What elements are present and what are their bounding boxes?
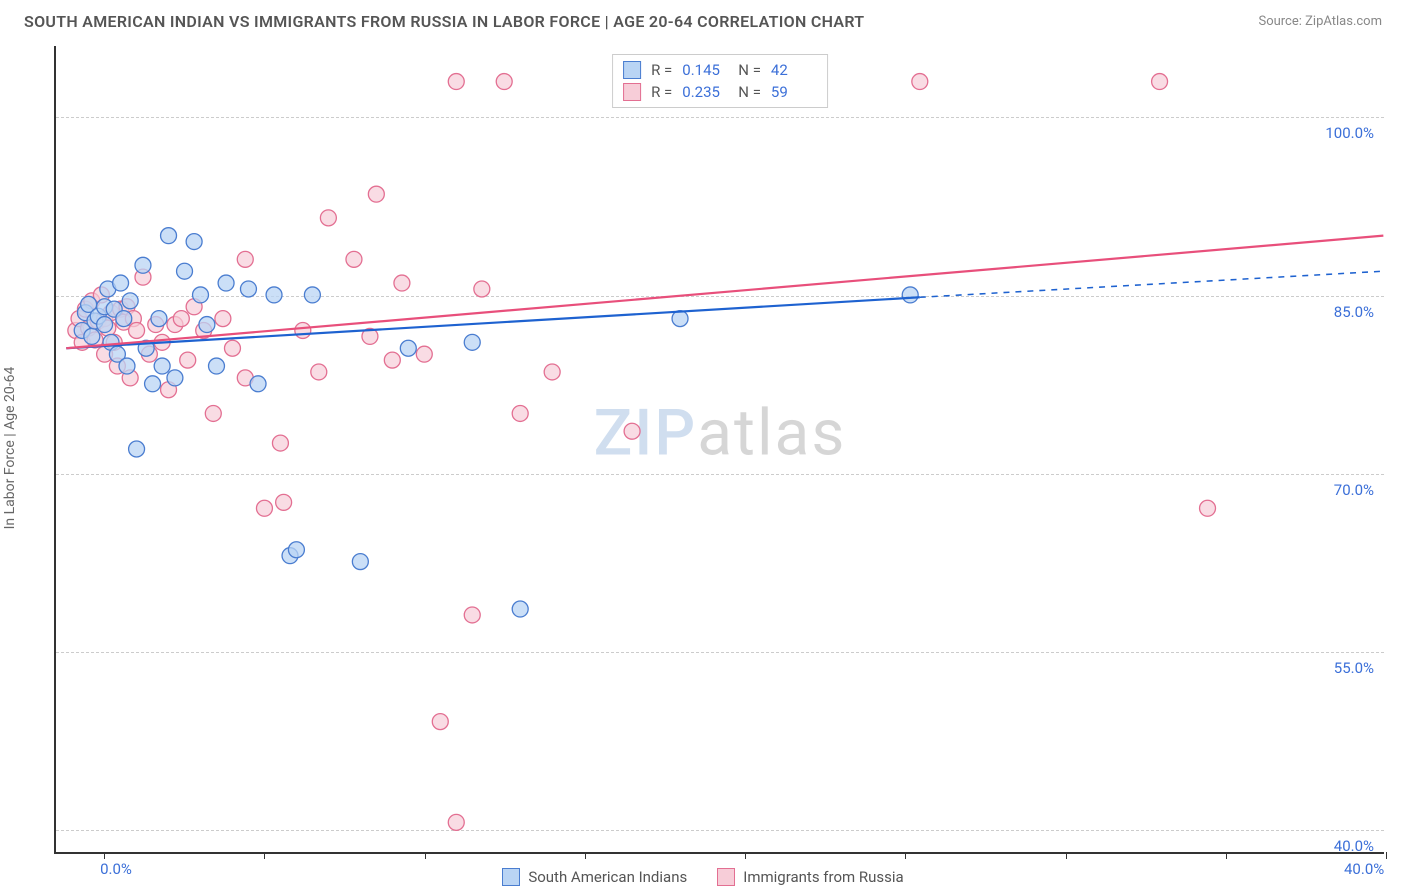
legend-series-label: Immigrants from Russia <box>743 868 903 886</box>
chart-title: SOUTH AMERICAN INDIAN VS IMMIGRANTS FROM… <box>24 12 864 31</box>
legend-item: Immigrants from Russia <box>717 868 903 886</box>
legend-r-label: R = <box>651 83 672 101</box>
x-tick <box>1066 852 1067 859</box>
source-label: Source: ZipAtlas.com <box>1258 14 1382 29</box>
x-tick <box>1226 852 1227 859</box>
legend-swatch <box>717 868 735 886</box>
series-legend: South American Indians Immigrants from Ru… <box>0 868 1406 886</box>
x-tick <box>425 852 426 859</box>
legend-row: R = 0.145 N = 42 <box>623 59 817 81</box>
regression-lines <box>56 46 1384 852</box>
legend-r-value: 0.145 <box>682 61 728 79</box>
x-tick <box>745 852 746 859</box>
regression-line-extension <box>920 271 1384 297</box>
legend-swatch <box>623 61 641 79</box>
y-axis-label: In Labor Force | Age 20-64 <box>2 367 18 530</box>
legend-r-label: R = <box>651 61 672 79</box>
legend-n-label: N = <box>738 61 761 79</box>
legend-swatch <box>502 868 520 886</box>
chart-area: ZIPatlas R =0.145N =42R =0.235N =59 40.0… <box>54 46 1384 854</box>
x-tick <box>1386 852 1387 859</box>
plot-region: ZIPatlas R =0.145N =42R =0.235N =59 40.0… <box>54 46 1384 854</box>
regression-line <box>66 297 920 348</box>
legend-n-value: 59 <box>771 83 817 101</box>
legend-series-label: South American Indians <box>528 868 687 886</box>
legend-r-value: 0.235 <box>682 83 728 101</box>
legend-n-label: N = <box>738 83 761 101</box>
legend-item: South American Indians <box>502 868 687 886</box>
regression-line <box>66 236 1383 349</box>
x-tick <box>905 852 906 859</box>
legend-row: R = 0.235 N = 59 <box>623 81 817 103</box>
x-tick <box>104 852 105 859</box>
legend-swatch <box>623 83 641 101</box>
legend-n-value: 42 <box>771 61 817 79</box>
x-tick <box>264 852 265 859</box>
correlation-legend: R = 0.145 N = 42 R = 0.235 N = 59 <box>612 54 828 108</box>
x-tick <box>585 852 586 859</box>
